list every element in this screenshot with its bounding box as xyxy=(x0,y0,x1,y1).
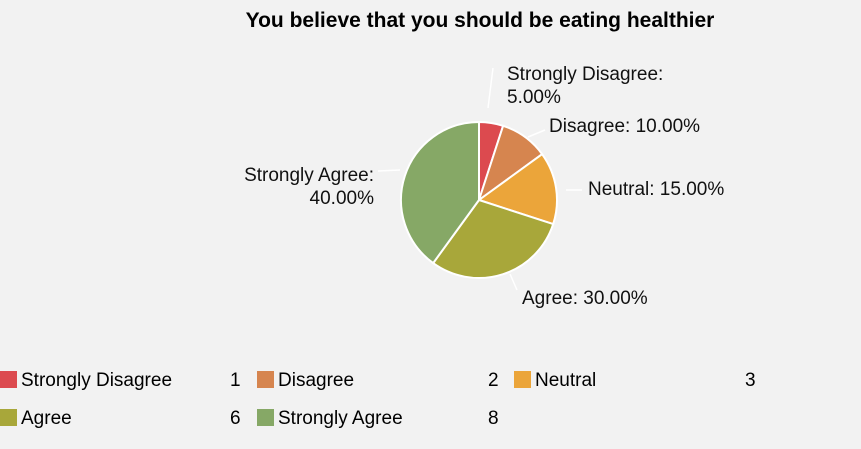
legend-label: Neutral xyxy=(535,370,597,391)
legend-item-neutral: Neutral 3 xyxy=(514,368,764,392)
legend-label: Agree xyxy=(21,408,72,429)
slice-label-agree: Agree: 30.00% xyxy=(522,288,648,309)
leader-line-strongly-agree xyxy=(377,169,401,172)
slice-label-strongly-agree: Strongly Agree: 40.00% xyxy=(244,165,374,209)
legend-swatch xyxy=(257,409,274,426)
legend-item-strongly-agree: Strongly Agree 8 xyxy=(257,406,507,430)
legend-swatch xyxy=(0,371,17,388)
legend-count: 6 xyxy=(230,408,241,429)
legend-label: Strongly Disagree xyxy=(21,370,173,391)
legend-count: 3 xyxy=(745,370,756,391)
legend-swatch xyxy=(0,409,17,426)
legend-item-agree: Agree 6 xyxy=(0,406,250,430)
pie-slice-agree xyxy=(431,198,555,279)
legend-label: Disagree xyxy=(278,370,355,391)
legend-count: 8 xyxy=(488,408,499,429)
legend-count: 2 xyxy=(488,370,499,391)
pie-slice-strongly-agree xyxy=(400,120,480,265)
pie-slice-neutral xyxy=(476,152,558,226)
pie-chart: Strongly Disagree: 5.00% Disagree: 10.00% N… xyxy=(244,64,724,309)
slice-label-strongly-disagree: Strongly Disagree: 5.00% xyxy=(507,64,663,108)
slice-label-neutral: Neutral: 15.00% xyxy=(588,179,724,200)
leader-line-strongly-disagree xyxy=(487,67,494,109)
slice-label-disagree: Disagree: 10.00% xyxy=(549,116,700,137)
chart-title: You believe that you should be eating he… xyxy=(245,9,715,32)
legend-swatch xyxy=(514,371,531,388)
legend-count: 1 xyxy=(230,370,241,391)
leader-line-disagree xyxy=(527,129,546,138)
legend-item-strongly-disagree: Strongly Disagree 1 xyxy=(0,368,250,392)
legend-swatch xyxy=(257,371,274,388)
leader-line-agree xyxy=(509,273,518,291)
legend-item-disagree: Disagree 2 xyxy=(257,368,507,392)
legend-label: Strongly Agree xyxy=(278,408,403,429)
